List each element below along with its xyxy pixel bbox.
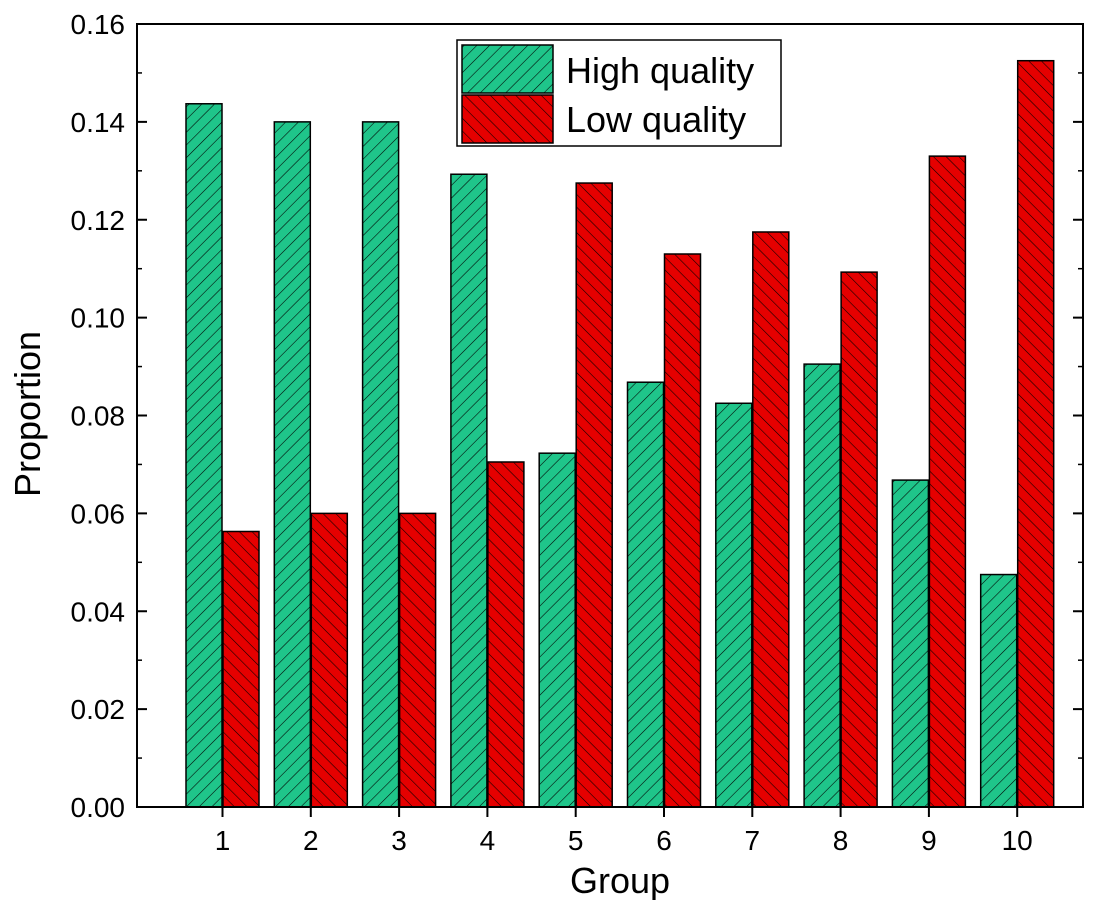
bar-high-quality-group-6 [626, 381, 665, 808]
bar-high-quality-group-10 [979, 573, 1018, 808]
bar-high-quality-group-8 [803, 363, 841, 808]
legend: High quality Low quality [456, 39, 782, 147]
bar-high-quality-group-9 [891, 479, 930, 808]
bar-high-quality-group-3 [361, 121, 400, 808]
y-tick-label: 0.16 [71, 9, 126, 40]
y-tick-label: 0.06 [71, 498, 126, 529]
y-tick-label: 0.10 [71, 303, 126, 334]
bar-low-quality-group-7 [752, 231, 790, 808]
x-tick-label: 9 [921, 825, 937, 856]
x-tick-label: 1 [215, 825, 231, 856]
bar-low-quality-group-3 [398, 512, 437, 808]
bar-low-quality-group-6 [663, 253, 702, 808]
bar-high-quality-group-1 [185, 103, 223, 808]
x-tick-label: 6 [656, 825, 672, 856]
legend-swatch-high-quality [461, 44, 554, 94]
bar-high-quality-group-2 [273, 121, 312, 808]
bar-low-quality-group-1 [222, 530, 260, 808]
y-tick-label: 0.14 [71, 107, 126, 138]
ticks-layer: 0.00 0.02 0.04 0.06 0.08 0.10 0.12 0.14 0.16 1 2 3 4… [71, 9, 1083, 856]
x-tick-label: 2 [303, 825, 319, 856]
y-tick-label: 0.04 [71, 596, 126, 627]
bar-high-quality-group-5 [538, 452, 576, 808]
y-tick-label: 0.02 [71, 694, 126, 725]
bar-high-quality-group-7 [715, 402, 753, 808]
y-tick-label: 0.00 [71, 792, 126, 823]
x-tick-label: 3 [391, 825, 407, 856]
x-tick-label: 4 [480, 825, 496, 856]
legend-label-low-quality: Low quality [566, 99, 746, 140]
x-tick-label: 10 [1002, 825, 1033, 856]
x-tick-label: 7 [745, 825, 761, 856]
bar-high-quality-group-4 [450, 173, 488, 808]
x-tick-label: 8 [833, 825, 849, 856]
bar-low-quality-group-4 [487, 461, 525, 808]
y-tick-label: 0.08 [71, 401, 126, 432]
bar-low-quality-group-8 [840, 271, 878, 808]
y-tick-label: 0.12 [71, 205, 126, 236]
bars-layer [185, 59, 1055, 808]
legend-swatch-low-quality [461, 94, 554, 144]
bar-low-quality-group-10 [1016, 59, 1055, 808]
bar-low-quality-group-9 [928, 155, 967, 808]
y-axis-label: Proportion [7, 331, 48, 497]
bar-low-quality-group-5 [575, 182, 613, 808]
x-tick-label: 5 [568, 825, 584, 856]
legend-label-high-quality: High quality [566, 50, 754, 91]
bar-low-quality-group-2 [310, 512, 349, 808]
x-axis-label: Group [570, 860, 670, 900]
